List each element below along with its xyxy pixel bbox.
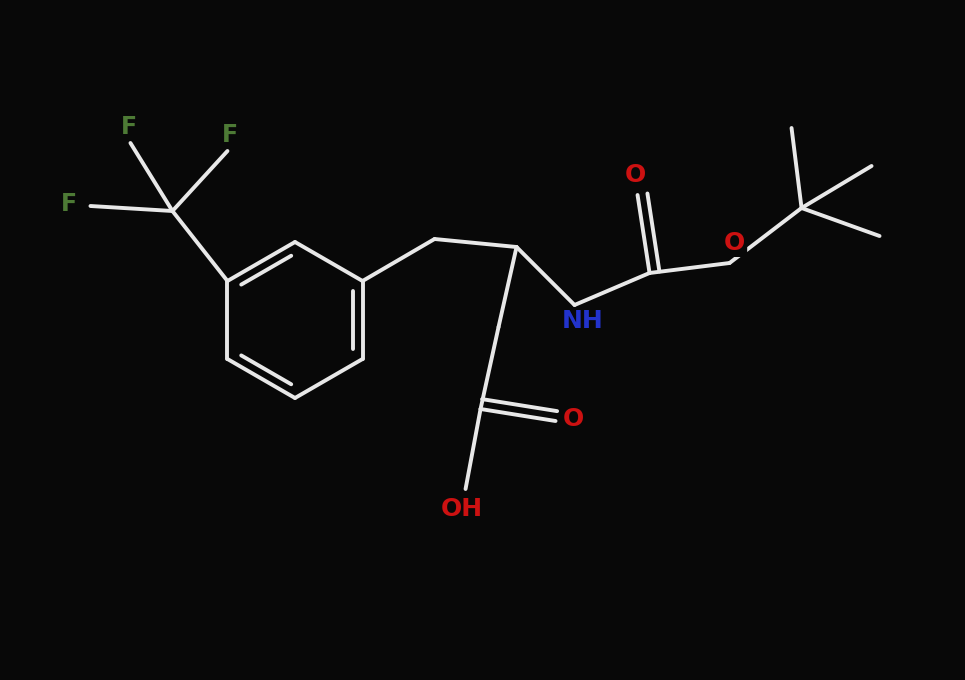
Text: F: F (121, 115, 136, 139)
Text: O: O (563, 407, 584, 431)
Text: F: F (61, 192, 76, 216)
Text: F: F (221, 123, 237, 147)
Text: OH: OH (440, 497, 482, 521)
Text: O: O (625, 163, 647, 187)
Text: NH: NH (562, 309, 603, 333)
Text: O: O (724, 231, 745, 255)
